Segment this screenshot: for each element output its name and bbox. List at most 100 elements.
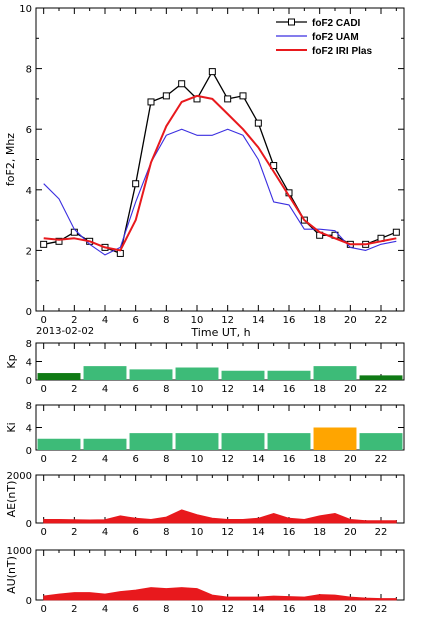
y-tick-label: 8 <box>26 339 32 350</box>
x-tick-label: 8 <box>163 527 169 538</box>
x-tick-label: 20 <box>344 315 357 326</box>
x-tick-label: 16 <box>283 384 296 395</box>
bar <box>359 433 403 450</box>
x-tick-label: 14 <box>252 384 265 395</box>
y-tick-label: 0 <box>26 307 32 318</box>
series-line-fof2-cadi <box>43 70 397 255</box>
series-line-fof2-uam <box>43 128 397 256</box>
bar <box>221 370 265 380</box>
y-tick-label: 0 <box>26 596 32 607</box>
x-tick-label: 8 <box>163 384 169 395</box>
date-label: 2013-02-02 <box>36 326 94 337</box>
x-tick-label: 22 <box>375 604 388 615</box>
data-point <box>55 237 63 245</box>
y-tick-label: 8 <box>26 65 32 76</box>
x-tick-label: 22 <box>375 527 388 538</box>
x-tick-label: 12 <box>221 454 234 465</box>
x-tick-label: 2 <box>71 315 77 326</box>
x-tick-label: 8 <box>163 315 169 326</box>
area-fill <box>43 509 397 524</box>
x-tick-label: 4 <box>102 527 108 538</box>
data-point <box>254 119 262 127</box>
bar <box>175 433 219 450</box>
x-tick-label: 18 <box>313 604 326 615</box>
x-tick-label: 10 <box>191 527 204 538</box>
x-tick-label: 2 <box>71 604 77 615</box>
x-tick-label: 12 <box>221 384 234 395</box>
data-point <box>70 228 78 236</box>
y-tick-label: 0 <box>26 519 32 530</box>
plot-frame <box>35 474 405 524</box>
y-tick-label: 4 <box>26 424 32 435</box>
x-tick-label: 10 <box>191 384 204 395</box>
x-tick-label: 0 <box>40 384 46 395</box>
x-tick-label: 18 <box>313 527 326 538</box>
x-tick-label: 22 <box>375 384 388 395</box>
bar <box>359 375 403 380</box>
y-tick-label: 2 <box>26 246 32 257</box>
x-tick-label: 4 <box>102 384 108 395</box>
x-tick-label: 6 <box>132 604 138 615</box>
legend-marker <box>288 18 295 26</box>
y-tick-label: 4 <box>26 358 32 369</box>
x-tick-label: 16 <box>283 527 296 538</box>
x-tick-label: 18 <box>313 315 326 326</box>
data-point <box>40 240 48 248</box>
y-tick-label: 10 <box>19 4 32 15</box>
x-tick-label: 16 <box>283 454 296 465</box>
x-tick-label: 20 <box>344 604 357 615</box>
x-tick-label: 12 <box>221 527 234 538</box>
bar <box>37 373 81 380</box>
area-fill <box>43 587 397 601</box>
y-axis-label: Ki <box>5 422 18 432</box>
x-tick-label: 6 <box>132 384 138 395</box>
data-point <box>132 180 140 188</box>
bar <box>83 438 127 450</box>
x-tick-label: 22 <box>375 454 388 465</box>
y-tick-label: 4 <box>26 186 32 197</box>
bar <box>267 433 311 450</box>
x-tick-label: 14 <box>252 315 265 326</box>
x-tick-label: 2 <box>71 384 77 395</box>
x-tick-label: 8 <box>163 454 169 465</box>
legend-entry: foF2 UAM <box>312 32 359 43</box>
data-point <box>208 68 216 76</box>
y-axis-label: AE(nT) <box>5 481 18 518</box>
x-tick-label: 0 <box>40 454 46 465</box>
bar <box>83 366 127 380</box>
bar <box>129 369 173 380</box>
x-tick-label: 20 <box>344 454 357 465</box>
x-tick-label: 22 <box>375 315 388 326</box>
y-tick-label: 2000 <box>7 471 32 482</box>
y-tick-label: 0 <box>26 376 32 387</box>
x-tick-label: 6 <box>132 527 138 538</box>
y-axis-label: Kp <box>5 354 18 368</box>
x-tick-label: 10 <box>191 315 204 326</box>
x-axis-label: Time UT, h <box>190 326 250 339</box>
x-tick-label: 18 <box>313 384 326 395</box>
bar <box>221 433 265 450</box>
series-line-fof2-iri-plas <box>43 94 397 252</box>
x-tick-label: 4 <box>102 454 108 465</box>
x-tick-label: 2 <box>71 527 77 538</box>
y-tick-label: 8 <box>26 401 32 412</box>
data-point <box>147 98 155 106</box>
x-tick-label: 0 <box>40 527 46 538</box>
x-tick-label: 20 <box>344 527 357 538</box>
x-tick-label: 8 <box>163 604 169 615</box>
y-axis-label: AU(nT) <box>5 556 18 594</box>
x-tick-label: 14 <box>252 527 265 538</box>
x-tick-label: 20 <box>344 384 357 395</box>
x-tick-label: 16 <box>283 315 296 326</box>
x-tick-label: 0 <box>40 604 46 615</box>
data-point <box>392 228 400 236</box>
data-point <box>224 95 232 103</box>
x-tick-label: 14 <box>252 604 265 615</box>
bar <box>313 427 357 450</box>
x-tick-label: 12 <box>221 315 234 326</box>
y-tick-label: 6 <box>26 125 32 136</box>
x-tick-label: 16 <box>283 604 296 615</box>
x-tick-label: 10 <box>191 454 204 465</box>
x-tick-label: 10 <box>191 604 204 615</box>
